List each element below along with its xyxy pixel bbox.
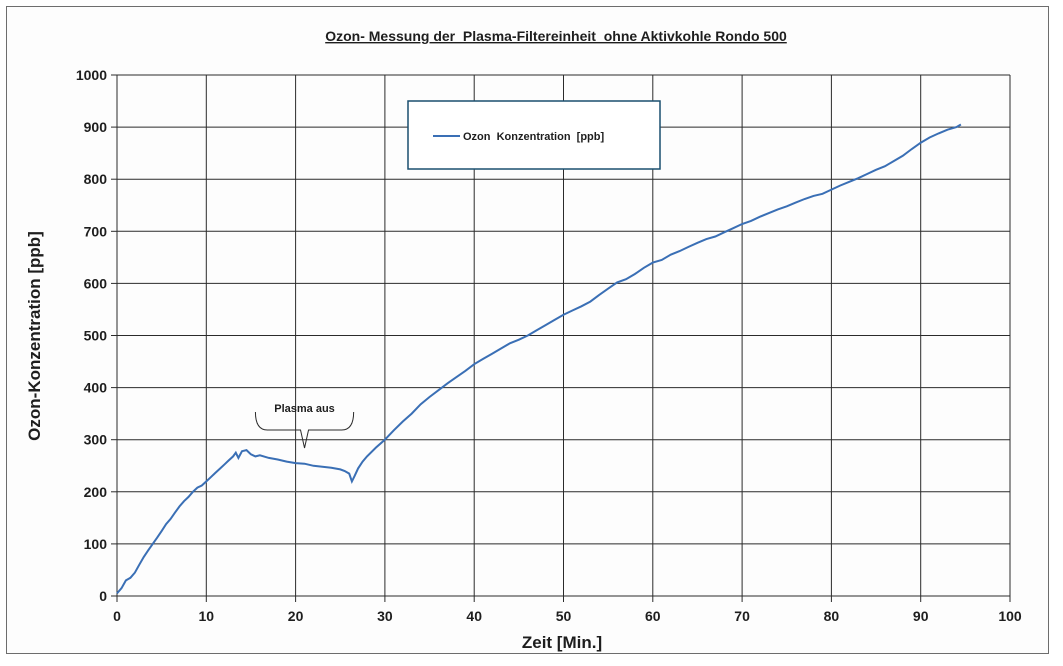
legend: Ozon Konzentration [ppb] xyxy=(407,100,661,170)
y-axis-ticks: 0 100 200 300 400 500 600 700 800 900 1000 xyxy=(76,67,107,604)
y-tick-label: 400 xyxy=(84,380,108,396)
x-tick-label: 20 xyxy=(288,608,304,624)
x-tick-label: 40 xyxy=(466,608,482,624)
x-tick-label: 10 xyxy=(199,608,215,624)
x-tick-label: 80 xyxy=(824,608,840,624)
x-tick-label: 0 xyxy=(113,608,121,624)
y-tick-label: 200 xyxy=(84,484,108,500)
x-tick-label: 90 xyxy=(913,608,929,624)
y-tick-label: 700 xyxy=(84,223,108,239)
x-tick-label: 100 xyxy=(998,608,1022,624)
x-tick-label: 70 xyxy=(734,608,750,624)
y-tick-label: 900 xyxy=(84,119,108,135)
series-line xyxy=(116,123,962,595)
y-tick-label: 500 xyxy=(84,328,108,344)
y-axis-label: Ozon-Konzentration [ppb] xyxy=(25,231,44,441)
x-tick-label: 50 xyxy=(556,608,572,624)
y-tick-label: 0 xyxy=(99,588,107,604)
annotation-label: Plasma aus xyxy=(274,403,335,415)
y-tick-label: 1000 xyxy=(76,67,107,83)
chart-title: Ozon- Messung der Plasma-Filtereinheit o… xyxy=(325,28,787,44)
y-tick-label: 600 xyxy=(84,275,108,291)
x-axis-label: Zeit [Min.] xyxy=(522,633,602,652)
y-tick-label: 100 xyxy=(84,536,108,552)
y-tick-label: 300 xyxy=(84,432,108,448)
legend-label: Ozon Konzentration [ppb] xyxy=(463,131,604,143)
x-tick-label: 30 xyxy=(377,608,393,624)
y-tick-label: 800 xyxy=(84,171,108,187)
annotation-brace xyxy=(254,411,355,449)
x-tick-label: 60 xyxy=(645,608,661,624)
x-axis-ticks: 0 10 20 30 40 50 60 70 80 90 100 xyxy=(113,608,1022,624)
annotation-plasma-aus: Plasma aus xyxy=(254,403,355,449)
